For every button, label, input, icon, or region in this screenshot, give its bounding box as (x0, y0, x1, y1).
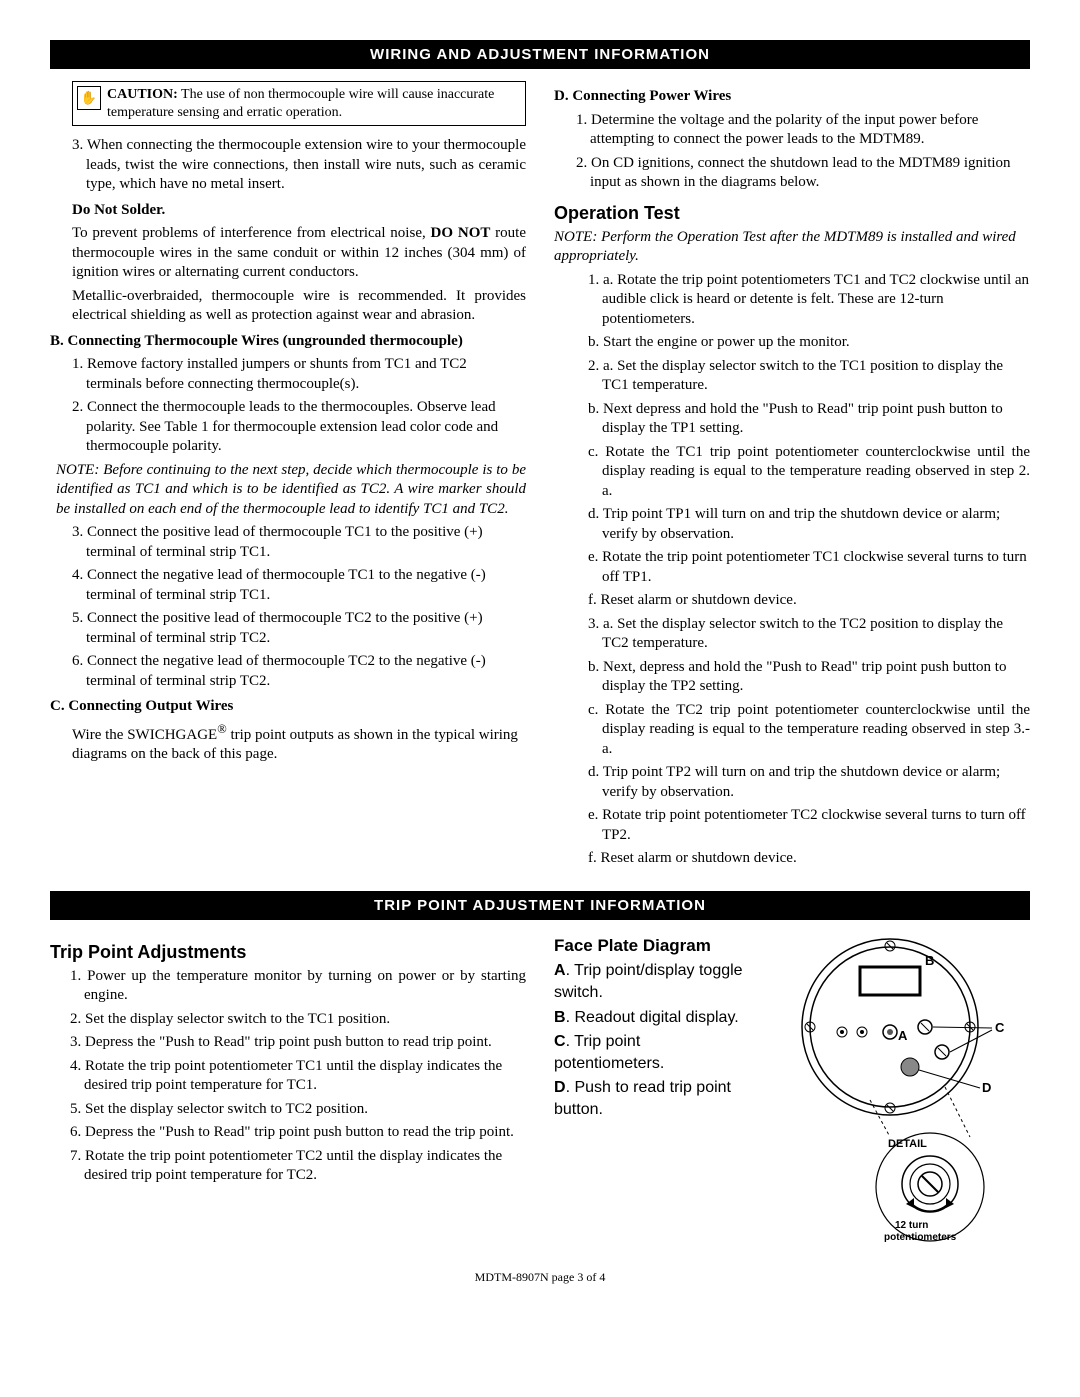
page-footer: MDTM-8907N page 3 of 4 (50, 1270, 1030, 1285)
hand-stop-icon: ✋ (77, 86, 101, 110)
right-column: D. Connecting Power Wires 1. Determine t… (554, 81, 1030, 873)
D1: 1. Determine the voltage and the polarit… (554, 111, 1030, 150)
B5: 5. Connect the positive lead of thermoco… (50, 609, 526, 648)
two-column-layout: ✋ CAUTION: The use of non thermocouple w… (50, 81, 1030, 873)
left-column: ✋ CAUTION: The use of non thermocouple w… (50, 81, 526, 873)
label-D: D (982, 1080, 991, 1095)
D2: 2. On CD ignitions, connect the shutdown… (554, 154, 1030, 193)
label-B: B (925, 953, 934, 968)
op2f: f. Reset alarm or shutdown device. (554, 591, 1030, 611)
tpa5: 5. Set the display selector switch to TC… (50, 1100, 526, 1120)
op3d: d. Trip point TP2 will turn on and trip … (554, 763, 1030, 802)
op3a: 3. a. Set the display selector switch to… (554, 615, 1030, 654)
legend-D: D. Push to read trip point button. (554, 1077, 750, 1120)
op2b: b. Next depress and hold the "Push to Re… (554, 400, 1030, 439)
op2d: d. Trip point TP1 will turn on and trip … (554, 505, 1030, 544)
B4: 4. Connect the negative lead of thermoco… (50, 566, 526, 605)
section-bar-trip: TRIP POINT ADJUSTMENT INFORMATION (50, 891, 1030, 920)
trip-left-column: Trip Point Adjustments 1. Power up the t… (50, 932, 526, 1252)
trip-right-column: Face Plate Diagram A. Trip point/display… (554, 932, 1030, 1252)
operation-test-heading: Operation Test (554, 203, 1030, 224)
heading-D: D. Connecting Power Wires (554, 87, 1030, 107)
label-A: A (898, 1028, 908, 1043)
legend-B: B. Readout digital display. (554, 1007, 750, 1029)
heading-C: C. Connecting Output Wires (50, 697, 526, 717)
noise-paragraph: To prevent problems of interference from… (50, 224, 526, 283)
B-note: NOTE: Before continuing to the next step… (50, 461, 526, 520)
op1a: 1. a. Rotate the trip point potentiomete… (554, 271, 1030, 330)
op3b: b. Next, depress and hold the "Push to R… (554, 658, 1030, 697)
trip-adjustments-heading: Trip Point Adjustments (50, 942, 526, 963)
op-note: NOTE: Perform the Operation Test after t… (554, 228, 1030, 267)
do-not-solder: Do Not Solder. (50, 201, 526, 221)
faceplate-diagram: B A C D DETAIL (770, 932, 1030, 1252)
heading-B: B. Connecting Thermocouple Wires (ungrou… (50, 332, 526, 352)
B6: 6. Connect the negative lead of thermoco… (50, 652, 526, 691)
pot-label-1: 12 turn (895, 1220, 928, 1231)
B2: 2. Connect the thermocouple leads to the… (50, 398, 526, 457)
op3e: e. Rotate trip point potentiometer TC2 c… (554, 806, 1030, 845)
two-column-layout-2: Trip Point Adjustments 1. Power up the t… (50, 932, 1030, 1252)
tpa2: 2. Set the display selector switch to th… (50, 1010, 526, 1030)
op2a: 2. a. Set the display selector switch to… (554, 357, 1030, 396)
tpa3: 3. Depress the "Push to Read" trip point… (50, 1033, 526, 1053)
detail-label: DETAIL (888, 1138, 927, 1150)
op3c: c. Rotate the TC2 trip point potentiomet… (554, 701, 1030, 760)
B3: 3. Connect the positive lead of thermoco… (50, 523, 526, 562)
legend-C: C. Trip point potentiometers. (554, 1031, 750, 1074)
C-text: Wire the SWICHGAGE® trip point outputs a… (50, 721, 526, 765)
faceplate-heading: Face Plate Diagram (554, 935, 750, 958)
tpa1: 1. Power up the temperature monitor by t… (50, 967, 526, 1006)
caution-box: ✋ CAUTION: The use of non thermocouple w… (72, 81, 526, 126)
op1b: b. Start the engine or power up the moni… (554, 333, 1030, 353)
legend-A: A. Trip point/display toggle switch. (554, 960, 750, 1003)
op2c: c. Rotate the TC1 trip point potentiomet… (554, 443, 1030, 502)
pot-label-2: potentiometers (884, 1232, 957, 1243)
B1: 1. Remove factory installed jumpers or s… (50, 355, 526, 394)
tpa7: 7. Rotate the trip point potentiometer T… (50, 1147, 526, 1186)
step-3: 3. When connecting the thermocouple exte… (50, 136, 526, 195)
braid-paragraph: Metallic-overbraided, thermocouple wire … (50, 287, 526, 326)
label-C: C (995, 1020, 1005, 1035)
tpa6: 6. Depress the "Push to Read" trip point… (50, 1123, 526, 1143)
tpa4: 4. Rotate the trip point potentiometer T… (50, 1057, 526, 1096)
faceplate-legend: Face Plate Diagram A. Trip point/display… (554, 932, 750, 1252)
section-bar-wiring: WIRING AND ADJUSTMENT INFORMATION (50, 40, 1030, 69)
op3f: f. Reset alarm or shutdown device. (554, 849, 1030, 869)
op2e: e. Rotate the trip point potentiometer T… (554, 548, 1030, 587)
caution-text: CAUTION: The use of non thermocouple wir… (107, 86, 519, 121)
